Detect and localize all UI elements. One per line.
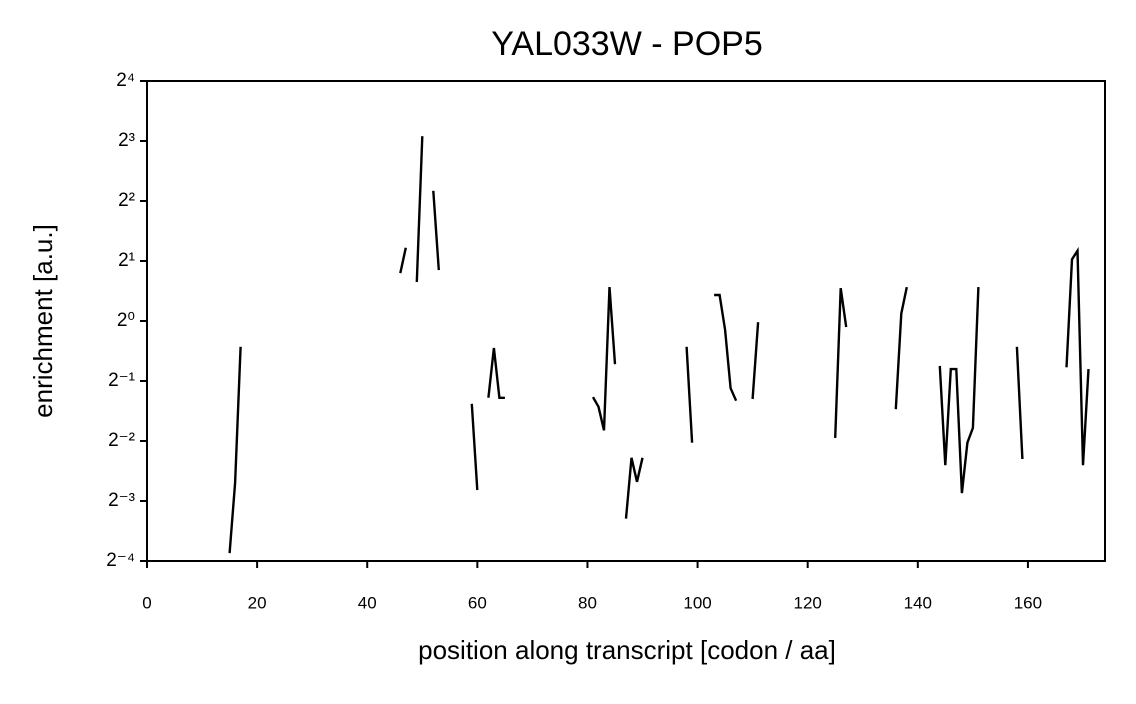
line [228,136,1090,554]
y-tick-label: 2⁻¹ [108,370,135,391]
x-tick-label: 0 [142,593,151,612]
x-tick-label: 140 [904,593,932,612]
x-tick-label: 100 [683,593,711,612]
y-tick-label: 2³ [118,130,135,151]
x-tick-label: 40 [358,593,377,612]
y-tick-label: 2² [118,190,135,211]
y-tick-label: 2⁰ [117,310,135,331]
x-tick-label: 60 [468,593,487,612]
y-tick-label: 2¹ [118,250,135,271]
x-tick-label: 160 [1014,593,1042,612]
y-tick-label: 2⁻² [108,430,135,451]
y-tick-label: 2⁻³ [108,490,135,511]
x-axis-label: position along transcript [codon / aa] [418,635,836,665]
chart-title: YAL033W - POP5 [491,25,763,63]
y-axis-label: enrichment [a.u.] [28,224,58,418]
x-tick-label: 80 [578,593,597,612]
x-tick-label: 120 [794,593,822,612]
y-tick-label: 2⁴ [116,70,135,91]
y-tick-label: 2⁻⁴ [106,550,135,571]
x-tick-label: 20 [248,593,267,612]
